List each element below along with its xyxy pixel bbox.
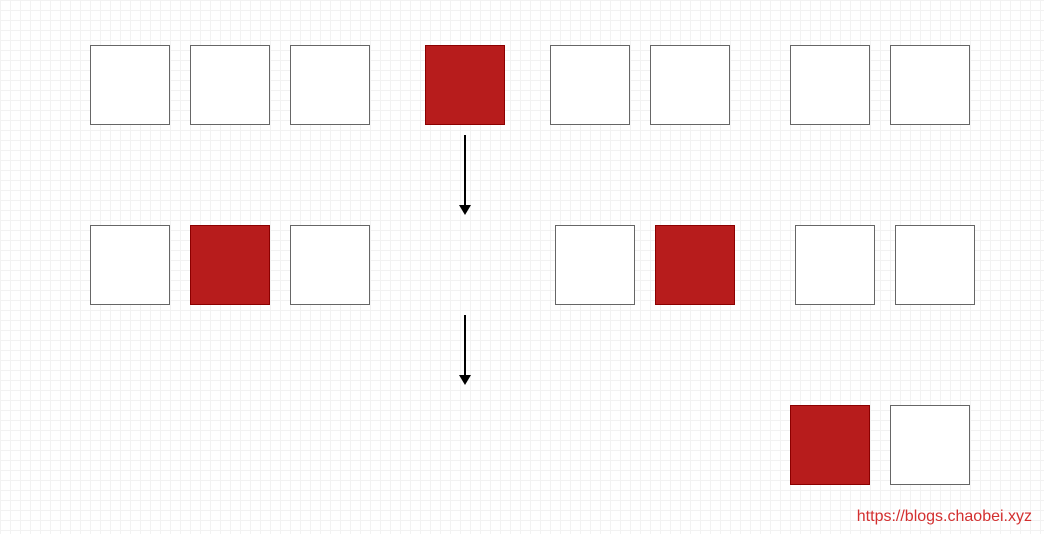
box-empty [555,225,635,305]
box-filled [790,405,870,485]
box-empty [290,225,370,305]
box-empty [90,45,170,125]
box-empty [890,45,970,125]
box-empty [890,405,970,485]
box-empty [895,225,975,305]
box-filled [655,225,735,305]
box-empty [90,225,170,305]
arrow-line [464,315,466,375]
box-empty [790,45,870,125]
watermark-link: https://blogs.chaobei.xyz [857,508,1032,526]
box-empty [190,45,270,125]
box-filled [190,225,270,305]
diagram-canvas: https://blogs.chaobei.xyz [0,0,1044,534]
arrow-head-icon [459,375,471,385]
box-empty [550,45,630,125]
box-empty [650,45,730,125]
arrow-line [464,135,466,205]
arrow-head-icon [459,205,471,215]
box-empty [290,45,370,125]
box-filled [425,45,505,125]
box-empty [795,225,875,305]
